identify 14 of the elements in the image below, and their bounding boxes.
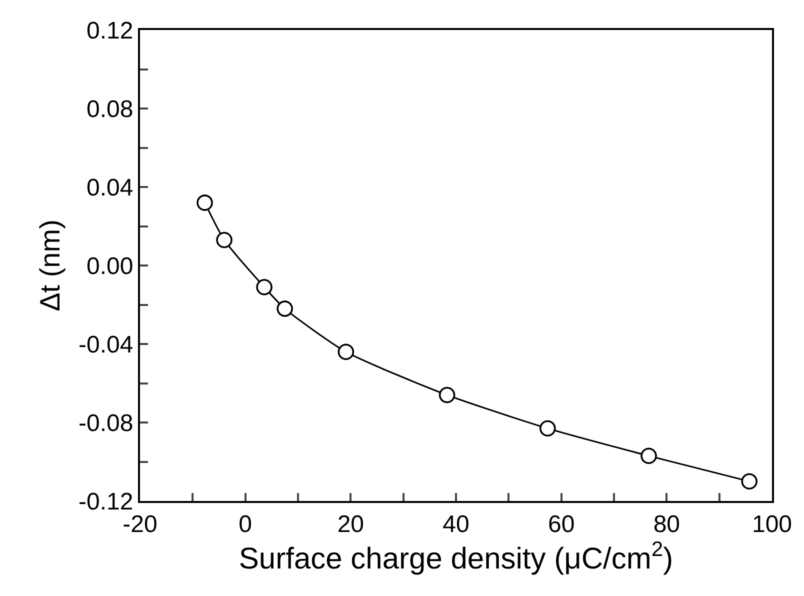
y-tick-label: -0.04 (78, 331, 134, 358)
x-tick-label: 80 (653, 510, 680, 538)
x-tick-label: 20 (337, 510, 364, 538)
x-tick-label: 60 (548, 510, 575, 538)
x-tick-label: 0 (238, 510, 252, 538)
y-tick-label: 0.00 (86, 252, 134, 280)
x-tick-label: 100 (752, 510, 792, 538)
y-tick-label: 0.04 (86, 174, 134, 202)
y-tick-label: -0.08 (78, 410, 134, 437)
y-tick-label: 0.12 (86, 17, 134, 44)
x-axis-title: Surface charge density (μC/cm$^{2}$) (238, 538, 674, 576)
x-tick-label: 40 (442, 510, 470, 538)
y-tick-label: 0.08 (86, 96, 134, 123)
y-axis-title: Δt (nm) (34, 220, 66, 312)
